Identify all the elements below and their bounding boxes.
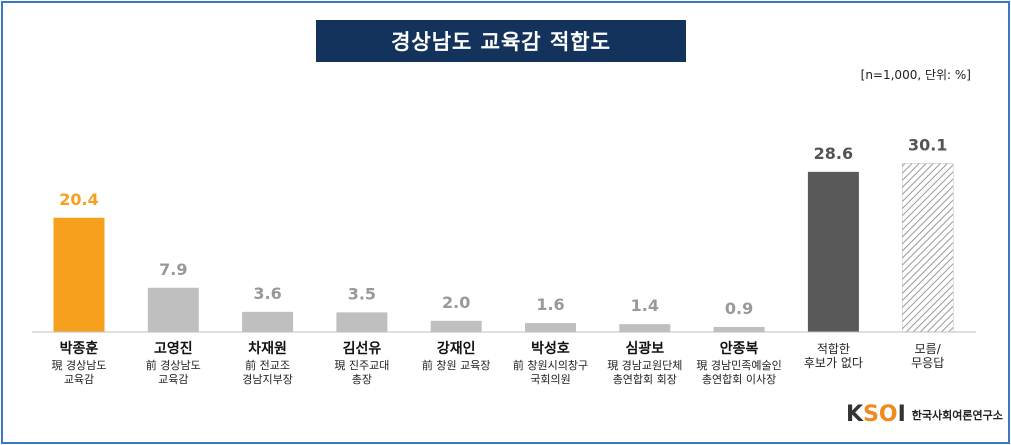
bar-9 [807,171,859,332]
category-sub-10-1: 모름/ [915,342,942,356]
category-sub-5-1: 前 창원 교육장 [422,358,491,372]
bar-2 [147,287,199,332]
category-sub-4-1: 現 진주교대 [334,359,389,372]
value-label-2: 7.9 [159,260,187,279]
category-sub-2-1: 前 경상남도 [146,358,201,372]
bar-3 [242,311,294,332]
logo-mark: KSOI [846,402,906,427]
title-banner: 경상남도 교육감 적합도 [316,20,686,62]
category-sub-4-2: 총장 [352,373,372,386]
value-label-7: 1.4 [631,296,659,315]
category-sub-6-1: 前 창원시의창구 [513,358,588,372]
category-sub-1-1: 現 경상남도 [52,359,107,372]
value-label-1: 20.4 [59,190,98,209]
value-label-8: 0.9 [725,299,753,318]
category-sub-3-1: 前 전교조 [245,358,290,372]
bar-1 [53,217,105,332]
category-sub-9-1: 적합한 [817,342,850,356]
category-sub-9-2: 후보가 없다 [804,356,863,370]
category-sub-6-2: 국회의원 [530,373,570,386]
value-label-4: 3.5 [348,284,376,303]
category-name-4: 김선유 [343,340,382,357]
category-name-3: 차재원 [248,341,287,357]
category-sub-2-2: 교육감 [158,373,188,386]
ksoi-logo: KSOI 한국사회여론연구소 [846,402,1003,427]
logo-name: 한국사회여론연구소 [911,408,1003,422]
category-name-5: 강재인 [437,340,476,357]
bar-5 [430,320,482,332]
category-sub-3-2: 경남지부장 [242,373,293,386]
category-name-2: 고영진 [154,340,193,357]
bar-8 [713,326,765,332]
category-sub-7-2: 총연합회 회장 [613,373,677,386]
category-name-7: 심광보 [625,340,664,357]
category-sub-8-1: 現 경남민족예술인 [696,359,781,372]
bar-6 [525,323,576,332]
category-sub-10-2: 무응답 [911,356,944,370]
bar-4 [336,312,388,332]
value-label-5: 2.0 [442,293,470,312]
value-label-9: 28.6 [814,144,853,163]
category-name-8: 안종복 [720,340,759,357]
bar-10 [901,163,954,333]
unit-note: [n=1,000, 단위: %] [860,68,971,82]
bar-7 [619,324,671,332]
category-sub-8-2: 총연합회 이사장 [702,373,776,386]
category-name-6: 박성호 [531,340,570,357]
category-name-1: 박종훈 [60,340,99,357]
value-label-3: 3.6 [253,284,281,303]
chart-title: 경상남도 교육감 적합도 [391,30,611,54]
category-sub-1-2: 교육감 [64,373,94,386]
value-label-6: 1.6 [536,295,564,314]
value-label-10: 30.1 [908,135,947,154]
bars-group [53,163,954,333]
category-sub-7-1: 現 경남교원단체 [607,359,682,372]
